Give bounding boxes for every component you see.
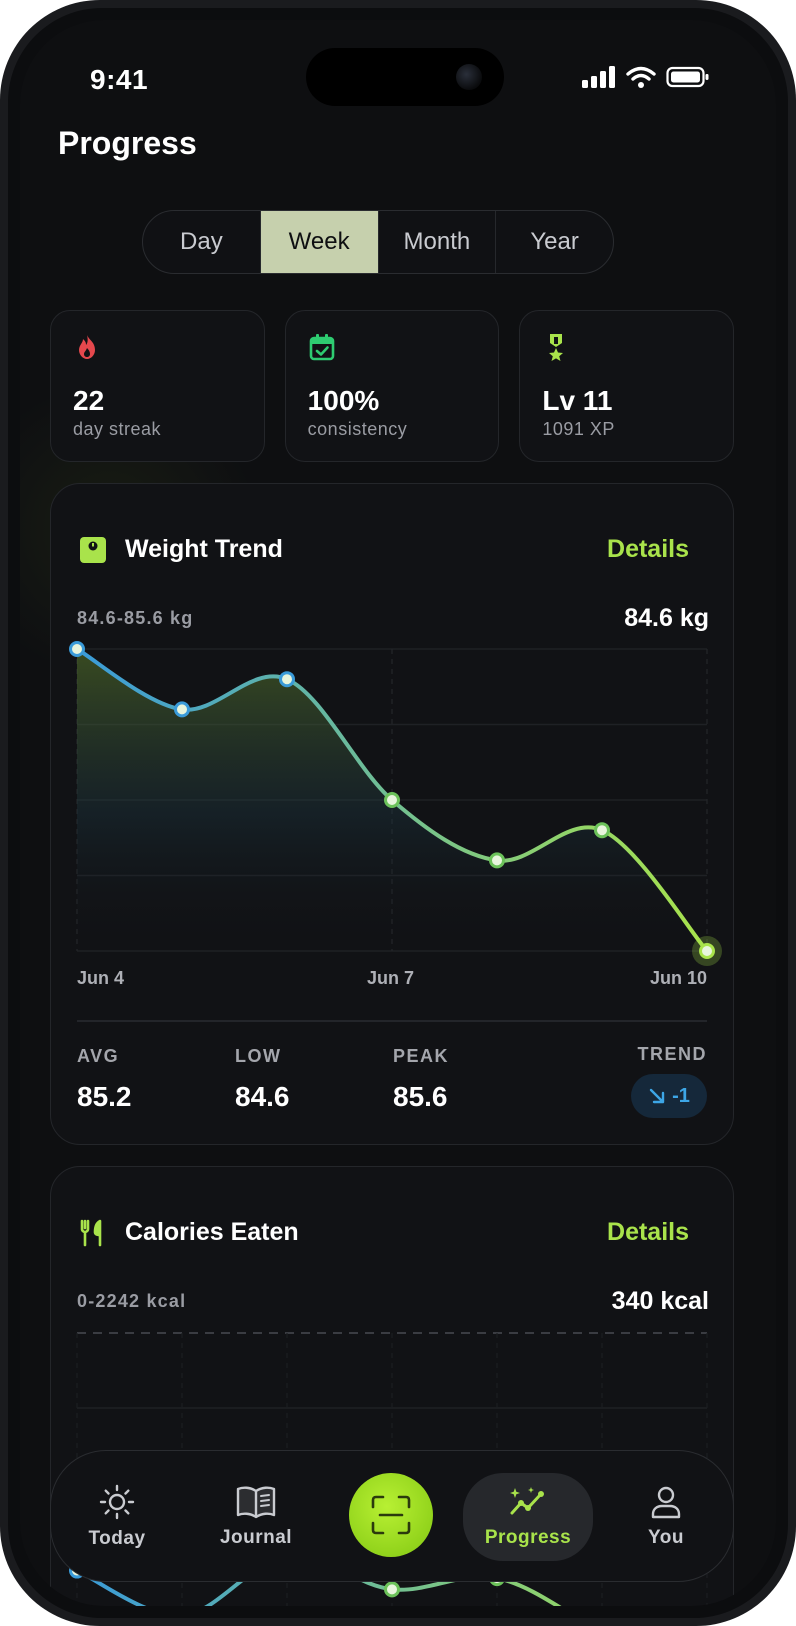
tab-you[interactable]: You [641, 1451, 691, 1583]
arrow-down-right-icon [649, 1088, 665, 1104]
low-key: LOW [235, 1046, 282, 1066]
weight-range-label: 84.6-85.6 kg [77, 608, 194, 628]
tab-journal[interactable]: Journal [211, 1451, 301, 1583]
calories-card-title: Calories Eaten [125, 1218, 299, 1246]
weight-x-label-end: Jun 10 [649, 968, 707, 988]
signal-icon [582, 66, 615, 88]
weight-divider [77, 1020, 707, 1022]
weight-data-point[interactable] [489, 852, 505, 869]
scan-icon [371, 1495, 411, 1535]
page-title: Progress [58, 125, 197, 161]
peak-value: 85.6 [393, 1081, 448, 1112]
trend-metric: TREND [638, 1044, 708, 1065]
period-selector: Day Week Month Year [142, 210, 614, 274]
weight-data-point[interactable] [174, 701, 190, 718]
peak-metric: PEAK 85.6 [393, 1046, 449, 1113]
peak-key: PEAK [393, 1046, 450, 1066]
weight-card-title: Weight Trend [125, 535, 283, 563]
weight-x-label-start: Jun 4 [77, 968, 125, 988]
tab-bar: Today Journal [50, 1450, 734, 1582]
chart-sparkle-icon [510, 1487, 544, 1515]
tab-today[interactable]: Today [81, 1451, 153, 1583]
avg-metric: AVG 85.2 [77, 1046, 132, 1113]
person-icon [651, 1486, 681, 1519]
period-month-tab[interactable]: Month [379, 211, 497, 273]
consistency-card[interactable]: 100% consistency [284, 310, 500, 462]
weight-current-value: 84.6 kg [624, 604, 709, 632]
avg-key: AVG [77, 1046, 120, 1066]
weight-x-label-mid: Jun 7 [367, 968, 415, 988]
sun-icon [99, 1484, 135, 1520]
period-day-tab[interactable]: Day [143, 211, 261, 273]
tab-progress-label: Progress [484, 1527, 572, 1548]
calories-range-label: 0-2242 kcal [77, 1291, 187, 1311]
trend-badge: -1 [631, 1074, 707, 1118]
medal-icon [549, 334, 564, 361]
period-week-tab[interactable]: Week [260, 211, 379, 273]
tab-journal-label: Journal [219, 1527, 293, 1548]
level-card[interactable]: Lv 11 1091 XP [519, 310, 735, 462]
status-icons [582, 66, 710, 88]
camera-icon [456, 64, 482, 90]
battery-icon [666, 66, 709, 88]
calendar-check-icon [309, 334, 334, 361]
streak-card[interactable]: 22 day streak [50, 310, 265, 462]
tab-progress[interactable]: Progress [463, 1473, 593, 1561]
fork-knife-icon [80, 1219, 102, 1247]
low-value: 84.6 [235, 1081, 290, 1112]
weight-data-point[interactable] [279, 671, 295, 688]
calories-data-point[interactable] [384, 1581, 400, 1598]
calories-details-link[interactable]: Details [607, 1218, 689, 1246]
scale-icon [80, 537, 106, 563]
trend-value: -1 [672, 1084, 690, 1107]
weight-data-point[interactable] [69, 641, 85, 657]
flame-icon [79, 335, 95, 359]
level-value: Lv 11 [542, 385, 613, 416]
tab-today-label: Today [88, 1528, 146, 1549]
calories-current-value: 340 kcal [611, 1287, 709, 1315]
stat-cards: 22 day streak 100% consistency [50, 310, 735, 462]
phone-bezel: 9:41 Progress Day We [8, 8, 788, 1618]
book-icon [236, 1486, 276, 1519]
weight-data-point[interactable] [594, 822, 610, 839]
weight-data-point[interactable] [384, 792, 400, 808]
streak-value: 22 [73, 385, 105, 416]
scan-button[interactable] [349, 1473, 433, 1557]
xp-label: 1091 XP [542, 419, 615, 439]
weight-details-link[interactable]: Details [607, 535, 689, 563]
avg-value: 85.2 [77, 1081, 132, 1112]
weight-trend-card: Weight Trend Details 84.6-85.6 kg 84.6 k… [50, 483, 734, 1145]
wifi-icon [626, 66, 656, 88]
trend-key: TREND [637, 1044, 707, 1064]
period-year-tab[interactable]: Year [530, 228, 579, 255]
screen: 9:41 Progress Day We [20, 20, 776, 1606]
consistency-label: consistency [307, 419, 408, 439]
weight-data-point[interactable] [699, 943, 715, 959]
streak-label: day streak [73, 419, 162, 439]
tab-you-label: You [648, 1527, 684, 1548]
weight-chart [69, 641, 722, 966]
low-metric: LOW 84.6 [235, 1046, 290, 1113]
status-time: 9:41 [90, 64, 149, 95]
consistency-value: 100% [307, 385, 380, 416]
